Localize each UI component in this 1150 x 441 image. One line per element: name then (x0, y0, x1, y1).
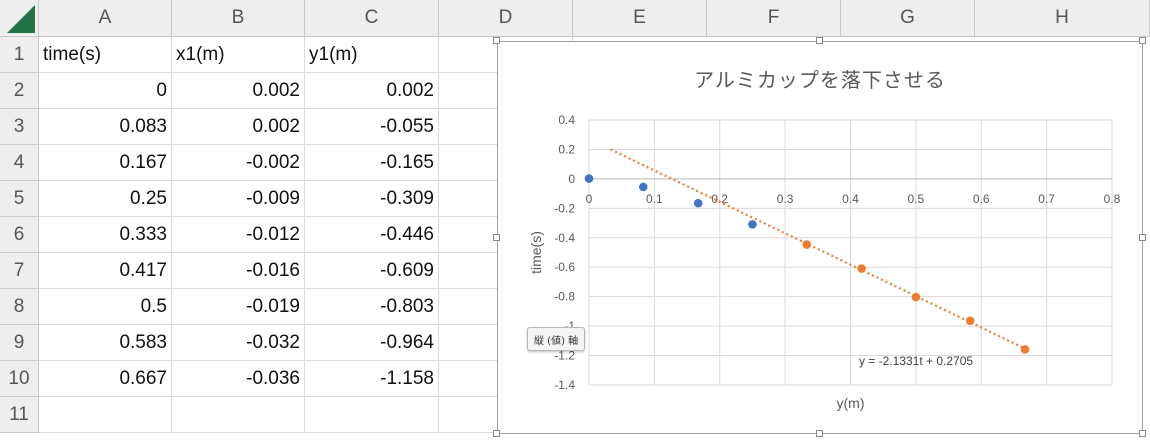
data-point-series2[interactable] (802, 240, 811, 249)
y-tick-label: -1 (564, 319, 575, 333)
cell-a3[interactable]: 0.083 (39, 109, 172, 145)
chart-title[interactable]: アルミカップを落下させる (694, 68, 946, 92)
row-header-11[interactable]: 11 (0, 397, 39, 433)
column-header-h[interactable]: H (975, 0, 1150, 37)
cell-b7[interactable]: -0.016 (172, 253, 305, 289)
data-point-series2[interactable] (911, 292, 921, 302)
trendline-equation[interactable]: y = -2.1331t + 0.2705 (859, 354, 973, 368)
cell-a1[interactable]: time(s) (39, 37, 172, 73)
cell-a4[interactable]: 0.167 (39, 145, 172, 181)
cell-b4[interactable]: -0.002 (172, 145, 305, 181)
cell-a7[interactable]: 0.417 (39, 253, 172, 289)
x-tick-label: 0.8 (1104, 192, 1121, 206)
plot-area[interactable]: 0.4 0.2 0 -0.2 -0.4 -0.6 -0.8 -1 -1.2 -1.4 0 0.1 0.2… (498, 42, 1144, 435)
x-tick-label: 0.2 (711, 192, 728, 206)
resize-handle-7[interactable] (1139, 430, 1146, 437)
data-point-series2[interactable] (857, 264, 866, 273)
column-header-g[interactable]: G (841, 0, 975, 37)
resize-handle-2[interactable] (1139, 37, 1146, 44)
x-tick-label: 0.3 (777, 192, 794, 206)
x-tick-label: 0 (586, 192, 593, 206)
x-axis-title[interactable]: y(m) (837, 395, 865, 411)
resize-handle-3[interactable] (493, 233, 500, 241)
data-point-series1[interactable] (748, 220, 757, 229)
y-tick-label: -1.4 (554, 378, 575, 392)
cell-a2[interactable]: 0 (39, 73, 172, 109)
x-tick-label: 0.6 (973, 192, 990, 206)
cell-b1[interactable]: x1(m) (172, 37, 305, 73)
column-header-d[interactable]: D (439, 0, 573, 37)
x-tick-label: 0.7 (1038, 192, 1055, 206)
cell-a10[interactable]: 0.667 (39, 361, 172, 397)
cell-c11[interactable] (305, 397, 439, 433)
cell-b6[interactable]: -0.012 (172, 217, 305, 253)
select-all-corner[interactable] (0, 0, 39, 37)
cell-c10[interactable]: -1.158 (305, 361, 439, 397)
column-header-b[interactable]: B (172, 0, 305, 37)
row-header-1[interactable]: 1 (0, 37, 39, 73)
row-header-5[interactable]: 5 (0, 181, 39, 217)
y-tick-label: -0.2 (554, 201, 575, 215)
cell-c2[interactable]: 0.002 (305, 73, 439, 109)
axis-tooltip: 縦 (値) 軸 (527, 327, 586, 351)
row-header-3[interactable]: 3 (0, 109, 39, 145)
row-header-9[interactable]: 9 (0, 325, 39, 361)
cell-b2[interactable]: 0.002 (172, 73, 305, 109)
cell-a6[interactable]: 0.333 (39, 217, 172, 253)
row-header-6[interactable]: 6 (0, 217, 39, 253)
cell-c3[interactable]: -0.055 (305, 109, 439, 145)
cell-b8[interactable]: -0.019 (172, 289, 305, 325)
column-header-f[interactable]: F (707, 0, 841, 37)
cell-a11[interactable] (39, 397, 172, 433)
column-header-c[interactable]: C (305, 0, 439, 37)
y-tick-label: -1.2 (554, 349, 575, 363)
resize-handle-1[interactable] (816, 37, 823, 44)
cell-b11[interactable] (172, 397, 305, 433)
resize-handle-6[interactable] (816, 430, 823, 437)
row-header-2[interactable]: 2 (0, 73, 39, 109)
y-tick-label: -0.8 (554, 290, 575, 304)
y-tick-label: 0 (568, 172, 575, 186)
row-header-8[interactable]: 8 (0, 289, 39, 325)
select-all-icon (7, 5, 35, 33)
y-tick-label: 0.2 (558, 142, 575, 156)
data-point-series2[interactable] (1020, 345, 1030, 354)
y-tick-label: -0.6 (554, 260, 575, 274)
cell-a9[interactable]: 0.583 (39, 325, 172, 361)
cell-b5[interactable]: -0.009 (172, 181, 305, 217)
cell-c8[interactable]: -0.803 (305, 289, 439, 325)
resize-handle-0[interactable] (493, 37, 500, 44)
column-header-e[interactable]: E (573, 0, 707, 37)
y-tick-label: 0.4 (558, 113, 575, 127)
cell-a5[interactable]: 0.25 (39, 181, 172, 217)
trendline[interactable] (610, 148, 1026, 350)
data-point-series2[interactable] (965, 316, 975, 326)
resize-handle-5[interactable] (493, 430, 500, 437)
cell-b3[interactable]: 0.002 (172, 109, 305, 145)
y-axis-title[interactable]: time(s) (528, 231, 544, 274)
data-point-series1[interactable] (638, 182, 648, 192)
cell-a8[interactable]: 0.5 (39, 289, 172, 325)
column-header-a[interactable]: A (39, 0, 172, 37)
cell-c6[interactable]: -0.446 (305, 217, 439, 253)
cell-b9[interactable]: -0.032 (172, 325, 305, 361)
cell-c1[interactable]: y1(m) (305, 37, 439, 73)
x-tick-label: 0.1 (646, 192, 663, 206)
cell-c4[interactable]: -0.165 (305, 145, 439, 181)
y-tick-label: -0.4 (554, 231, 575, 245)
row-header-10[interactable]: 10 (0, 361, 39, 397)
resize-handle-4[interactable] (1139, 233, 1146, 241)
data-point-series1[interactable] (584, 174, 594, 183)
row-header-7[interactable]: 7 (0, 253, 39, 289)
cell-b10[interactable]: -0.036 (172, 361, 305, 397)
data-point-series1[interactable] (693, 198, 703, 208)
cell-c7[interactable]: -0.609 (305, 253, 439, 289)
x-tick-label: 0.5 (908, 192, 925, 206)
cell-c5[interactable]: -0.309 (305, 181, 439, 217)
x-tick-label: 0.4 (842, 192, 859, 206)
cell-c9[interactable]: -0.964 (305, 325, 439, 361)
row-header-4[interactable]: 4 (0, 145, 39, 181)
chart-area[interactable]: アルミカップを落下させる 0.4 0.2 0 -0.2 -0.4 -0.6 -0.8 -1 -1… (497, 41, 1143, 434)
